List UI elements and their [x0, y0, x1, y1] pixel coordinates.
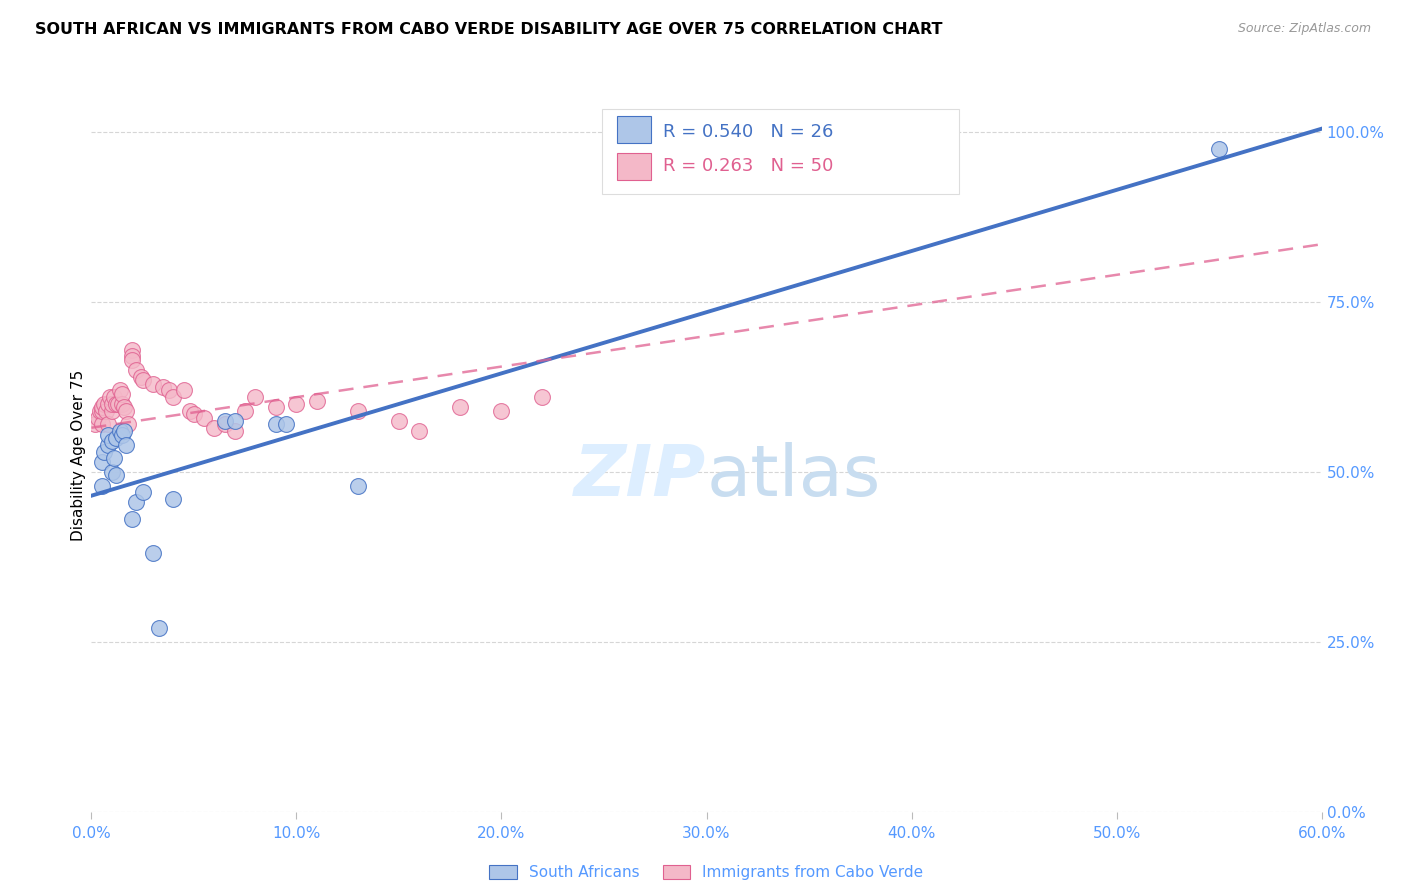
Point: [157, 384, 180, 398]
Point: [121, 350, 143, 364]
Point: [224, 414, 246, 428]
Point: [264, 417, 287, 432]
Point: [233, 403, 256, 417]
Bar: [617, 116, 651, 143]
Point: [105, 431, 127, 445]
Bar: [617, 153, 651, 180]
Point: [84, 417, 107, 432]
Point: [121, 352, 143, 367]
Point: [111, 386, 134, 401]
Point: [115, 403, 138, 417]
Point: [86, 410, 108, 425]
Y-axis label: Disability Age Over 75: Disability Age Over 75: [70, 369, 86, 541]
Point: [108, 424, 131, 438]
Point: [101, 403, 124, 417]
Point: [94, 403, 117, 417]
Point: [125, 363, 148, 377]
Point: [202, 421, 225, 435]
Point: [531, 390, 554, 404]
Point: [449, 401, 471, 415]
Point: [112, 401, 135, 415]
Point: [89, 403, 111, 417]
Point: [90, 455, 112, 469]
Point: [142, 376, 165, 391]
Point: [101, 465, 124, 479]
Point: [115, 438, 138, 452]
Point: [129, 369, 152, 384]
Point: [117, 417, 139, 432]
Point: [90, 417, 112, 432]
Point: [90, 401, 112, 415]
Point: [152, 380, 174, 394]
Text: SOUTH AFRICAN VS IMMIGRANTS FROM CABO VERDE DISABILITY AGE OVER 75 CORRELATION C: SOUTH AFRICAN VS IMMIGRANTS FROM CABO VE…: [35, 22, 942, 37]
Point: [162, 390, 184, 404]
Bar: [602, 109, 959, 194]
Point: [214, 417, 236, 432]
Point: [97, 417, 120, 432]
Point: [101, 397, 124, 411]
Point: [162, 492, 184, 507]
Text: atlas: atlas: [706, 442, 882, 511]
Point: [108, 384, 131, 398]
Point: [111, 427, 134, 442]
Point: [179, 403, 201, 417]
Point: [90, 403, 112, 417]
Point: [1208, 142, 1230, 156]
Point: [98, 390, 121, 404]
Point: [121, 512, 143, 526]
Text: Source: ZipAtlas.com: Source: ZipAtlas.com: [1237, 22, 1371, 36]
Point: [276, 417, 298, 432]
Point: [93, 444, 115, 458]
Text: ZIP: ZIP: [574, 442, 706, 511]
Point: [245, 390, 267, 404]
Point: [388, 414, 411, 428]
Point: [214, 414, 236, 428]
Text: R = 0.263   N = 50: R = 0.263 N = 50: [664, 157, 834, 176]
Point: [125, 495, 148, 509]
Point: [105, 468, 127, 483]
Point: [131, 373, 153, 387]
Point: [347, 478, 370, 492]
Point: [97, 397, 120, 411]
Point: [121, 343, 143, 357]
Point: [107, 397, 129, 411]
Point: [93, 397, 115, 411]
Point: [97, 427, 120, 442]
Point: [173, 384, 195, 398]
Point: [131, 485, 153, 500]
Point: [97, 438, 120, 452]
Point: [103, 390, 125, 404]
Point: [90, 478, 112, 492]
Point: [491, 403, 513, 417]
Point: [224, 424, 246, 438]
Point: [264, 401, 287, 415]
Point: [347, 403, 370, 417]
Point: [305, 393, 328, 408]
Point: [101, 434, 124, 449]
Point: [105, 397, 127, 411]
Text: R = 0.540   N = 26: R = 0.540 N = 26: [664, 123, 834, 141]
Point: [183, 407, 205, 421]
Point: [148, 621, 170, 635]
Point: [142, 546, 165, 560]
Point: [193, 410, 215, 425]
Point: [408, 424, 430, 438]
Point: [112, 424, 135, 438]
Point: [285, 397, 308, 411]
Legend: South Africans, Immigrants from Cabo Verde: South Africans, Immigrants from Cabo Ver…: [484, 859, 929, 886]
Point: [111, 397, 134, 411]
Point: [103, 451, 125, 466]
